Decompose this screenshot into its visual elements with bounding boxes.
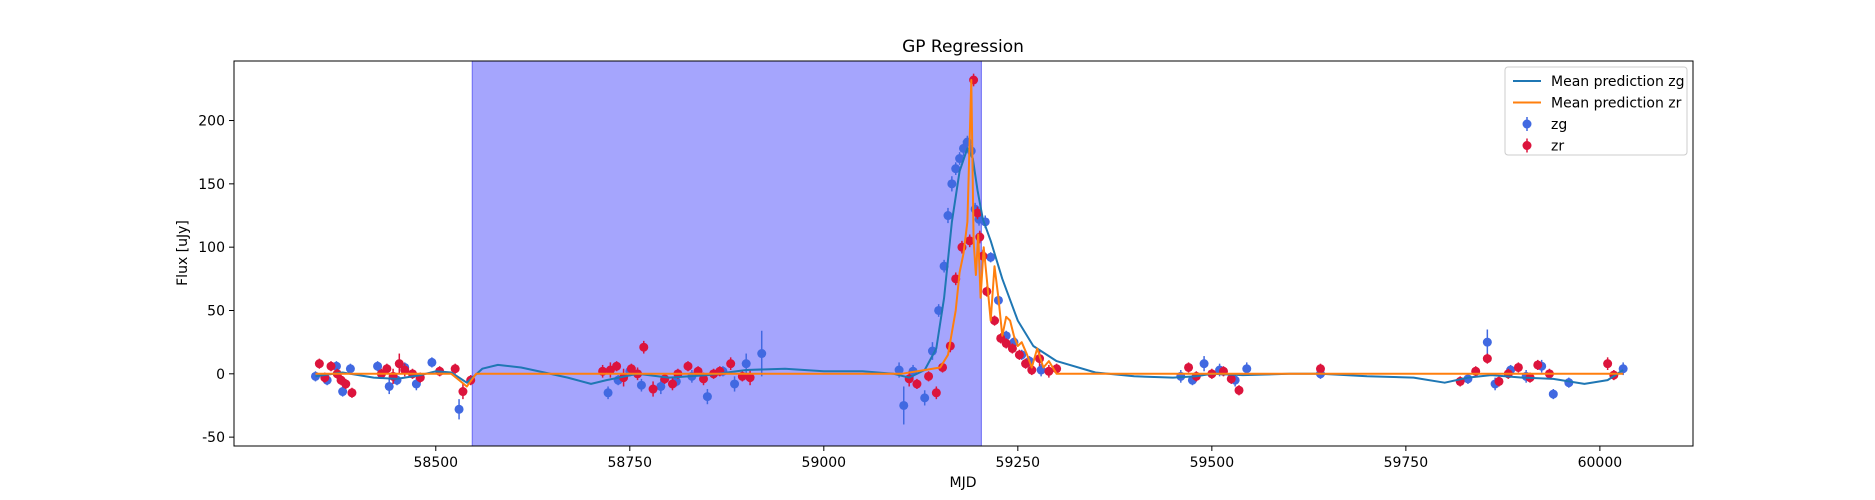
data-point-zr (400, 365, 410, 375)
data-point-zg (636, 380, 646, 390)
data-point-zr (394, 359, 404, 369)
data-point-zr (1533, 360, 1543, 370)
data-point-zr (990, 316, 1000, 326)
data-point-zg (345, 364, 355, 374)
data-point-zr (965, 236, 975, 246)
data-point-zr (314, 359, 324, 369)
data-point-zr (660, 374, 670, 384)
legend: Mean prediction zg Mean prediction zr zg zr (1504, 66, 1688, 156)
data-point-zg (1482, 337, 1492, 347)
data-point-zr (458, 387, 468, 397)
x-tick-label: 58750 (608, 455, 653, 471)
x-tick-label: 59250 (996, 455, 1041, 471)
data-point-zg (947, 179, 957, 189)
data-point-zr (1482, 354, 1492, 364)
y-tick-label: 50 (207, 303, 225, 319)
legend-label: Mean prediction zg (1551, 74, 1685, 90)
shaded-region (471, 60, 982, 447)
data-point-zg (373, 361, 383, 371)
x-axis-label: MJD (950, 475, 977, 491)
data-point-zr (1234, 385, 1244, 395)
data-point-zr (726, 359, 736, 369)
legend-label: Mean prediction zr (1551, 96, 1682, 112)
legend-marker-swatch (1522, 119, 1532, 129)
data-point-zr (1513, 362, 1523, 372)
data-point-zg (955, 154, 965, 164)
data-point-zr (1007, 343, 1017, 353)
data-point-zr (667, 379, 677, 389)
data-point-zr (648, 384, 658, 394)
legend-marker-swatch (1522, 141, 1532, 150)
x-tick-label: 59500 (1190, 455, 1235, 471)
data-point-zg (986, 252, 996, 262)
data-point-zg (603, 388, 613, 398)
data-point-zg (741, 359, 751, 369)
data-point-zg (1242, 364, 1252, 374)
data-point-zr (1494, 376, 1504, 386)
data-point-zr (639, 342, 649, 352)
data-point-zr (1021, 359, 1031, 369)
data-point-zg (338, 387, 348, 397)
series-line-mean-prediction-zg (315, 147, 1624, 385)
y-tick-label: 100 (198, 240, 225, 256)
data-point-zr (1184, 362, 1194, 372)
data-point-zr (382, 364, 392, 374)
data-point-zr (626, 364, 636, 374)
legend-box (1504, 66, 1688, 156)
data-point-zg (730, 379, 740, 389)
data-point-zg (951, 164, 961, 174)
data-point-zr (1603, 359, 1613, 369)
legend-label: zg (1551, 117, 1567, 133)
legend-label: zr (1551, 139, 1564, 155)
data-point-zg (656, 381, 666, 391)
data-point-zr (975, 232, 985, 242)
data-point-zr (341, 379, 351, 389)
data-point-zg (427, 357, 437, 367)
data-point-zr (1315, 364, 1325, 374)
data-point-zr (924, 371, 934, 381)
data-point-zr (450, 364, 460, 374)
data-point-zr (972, 208, 982, 218)
data-point-zr (912, 379, 922, 389)
y-tick-label: 200 (198, 114, 225, 130)
data-point-zr (699, 374, 709, 384)
data-point-zr (612, 361, 622, 371)
data-point-zg (920, 393, 930, 403)
y-tick-label: 150 (198, 177, 225, 193)
data-point-zr (938, 362, 948, 372)
data-point-zr (745, 373, 755, 383)
data-point-zr (347, 388, 357, 398)
y-axis-label: Flux [uJy] (175, 220, 191, 286)
data-point-zr (1044, 366, 1054, 376)
x-tick-label: 60000 (1578, 455, 1623, 471)
x-tick-label: 58500 (414, 455, 459, 471)
data-point-zr (326, 361, 336, 371)
x-tick-label: 59000 (802, 455, 847, 471)
data-point-zg (894, 365, 904, 375)
data-point-zg (454, 404, 464, 414)
data-point-zr (1027, 365, 1037, 375)
plot-frame (233, 60, 1694, 447)
data-point-zg (757, 349, 767, 359)
data-point-zr (1226, 374, 1236, 384)
x-tick-label: 59750 (1384, 455, 1429, 471)
data-point-zg (1548, 389, 1558, 399)
y-tick-label: -50 (202, 430, 225, 446)
data-point-zg (384, 381, 394, 391)
data-point-zr (1014, 350, 1024, 360)
data-point-zg (702, 392, 712, 402)
chart-title: GP Regression (902, 37, 1024, 57)
data-point-zg (899, 400, 909, 410)
data-point-zr (931, 388, 941, 398)
data-point-zr (683, 361, 693, 371)
data-point-zg (1199, 359, 1209, 369)
data-point-zg (943, 211, 953, 221)
y-tick-label: 0 (216, 367, 225, 383)
series-line-mean-prediction-zr (315, 79, 1624, 388)
data-point-zr (1001, 338, 1011, 348)
